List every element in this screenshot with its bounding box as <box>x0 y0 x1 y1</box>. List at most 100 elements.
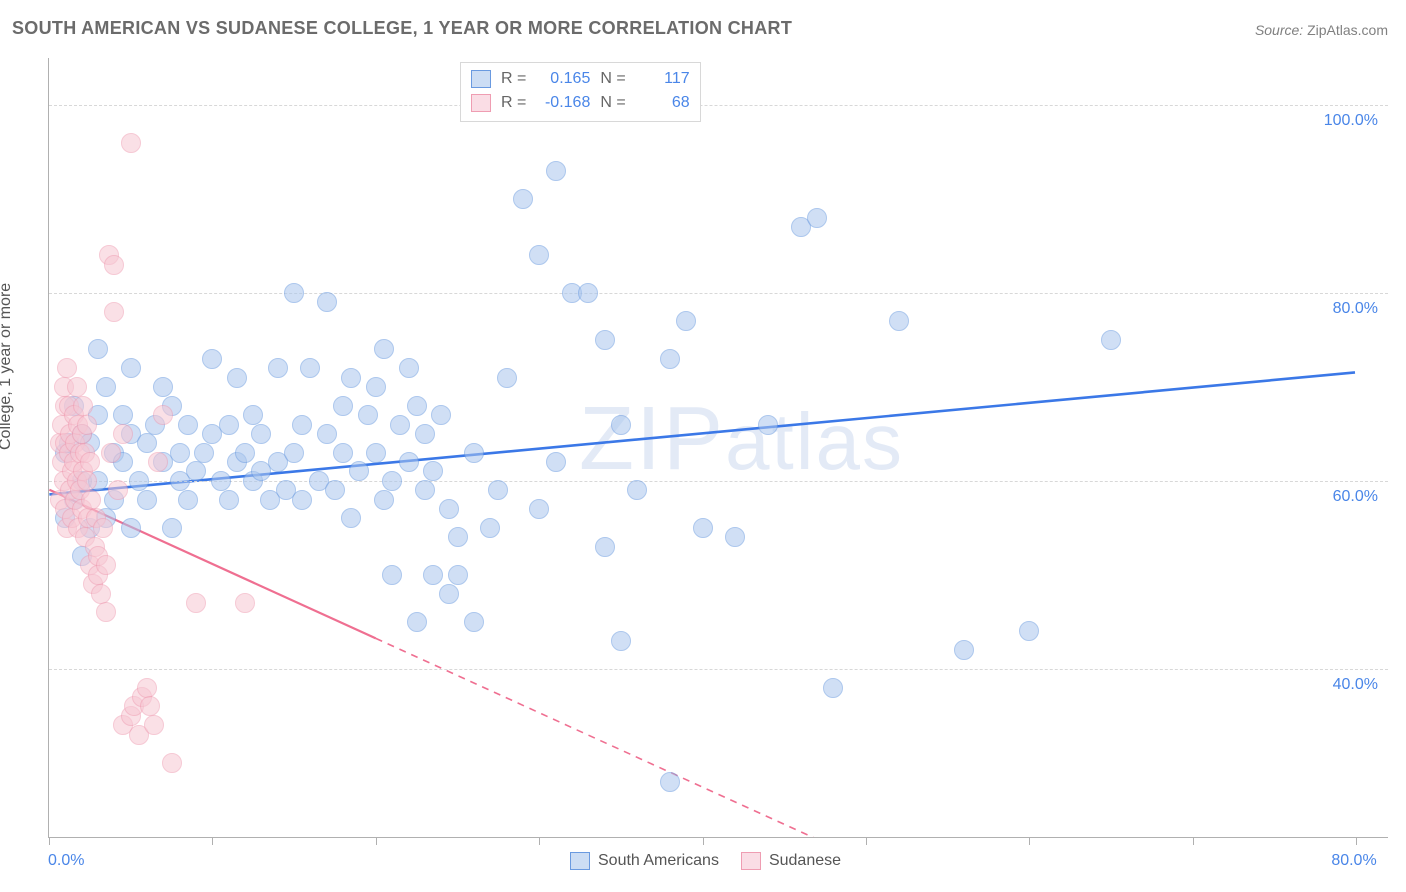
data-point <box>243 405 263 425</box>
x-tick <box>703 837 704 845</box>
data-point <box>529 245 549 265</box>
data-point <box>407 612 427 632</box>
data-point <box>219 415 239 435</box>
data-point <box>693 518 713 538</box>
data-point <box>292 415 312 435</box>
source-name: ZipAtlas.com <box>1307 22 1388 38</box>
chart-title: SOUTH AMERICAN VS SUDANESE COLLEGE, 1 YE… <box>12 18 792 39</box>
data-point <box>137 490 157 510</box>
data-point <box>137 678 157 698</box>
data-point <box>415 480 435 500</box>
data-point <box>448 565 468 585</box>
data-point <box>121 518 141 538</box>
data-point <box>333 443 353 463</box>
data-point <box>96 555 116 575</box>
data-point <box>407 396 427 416</box>
data-point <box>73 396 93 416</box>
data-point <box>101 443 121 463</box>
y-axis-label: College, 1 year or more <box>0 283 15 450</box>
x-tick <box>49 837 50 845</box>
data-point <box>448 527 468 547</box>
data-point <box>660 349 680 369</box>
data-point <box>488 480 508 500</box>
data-point <box>627 480 647 500</box>
data-point <box>464 443 484 463</box>
x-tick <box>1356 837 1357 845</box>
data-point <box>121 358 141 378</box>
data-point <box>300 358 320 378</box>
x-tick <box>376 837 377 845</box>
data-point <box>67 377 87 397</box>
data-point <box>178 415 198 435</box>
data-point <box>113 424 133 444</box>
legend-item: Sudanese <box>741 852 841 870</box>
data-point <box>317 424 337 444</box>
data-point <box>137 433 157 453</box>
data-point <box>202 349 222 369</box>
x-tick <box>212 837 213 845</box>
x-tick <box>539 837 540 845</box>
data-point <box>77 471 97 491</box>
r-label: R = <box>501 70 526 88</box>
r-label: R = <box>501 94 526 112</box>
data-point <box>480 518 500 538</box>
data-point <box>358 405 378 425</box>
n-label: N = <box>600 70 625 88</box>
data-point <box>889 311 909 331</box>
data-point <box>464 612 484 632</box>
data-point <box>399 452 419 472</box>
data-point <box>268 358 288 378</box>
data-point <box>57 358 77 378</box>
data-point <box>162 753 182 773</box>
x-tick-label: 80.0% <box>1331 852 1376 870</box>
n-label: N = <box>600 94 625 112</box>
data-point <box>104 255 124 275</box>
data-point <box>96 602 116 622</box>
data-point <box>823 678 843 698</box>
legend-swatch <box>471 70 491 88</box>
data-point <box>399 358 419 378</box>
legend-label: Sudanese <box>769 852 841 870</box>
data-point <box>374 490 394 510</box>
data-point <box>186 593 206 613</box>
data-point <box>211 471 231 491</box>
data-point <box>382 471 402 491</box>
y-tick-label: 40.0% <box>1333 676 1378 694</box>
series-legend: South Americans Sudanese <box>570 852 841 870</box>
correlation-legend: R =0.165N =117R =-0.168N =68 <box>460 62 701 122</box>
data-point <box>341 368 361 388</box>
data-point <box>660 772 680 792</box>
data-point <box>162 518 182 538</box>
data-point <box>1019 621 1039 641</box>
data-point <box>439 499 459 519</box>
data-point <box>284 283 304 303</box>
data-point <box>77 415 97 435</box>
watermark: ZIPatlas <box>579 388 904 491</box>
data-point <box>807 208 827 228</box>
data-point <box>227 368 247 388</box>
data-point <box>758 415 778 435</box>
data-point <box>88 339 108 359</box>
grid-line <box>49 293 1388 294</box>
legend-row: R =-0.168N =68 <box>471 91 690 115</box>
data-point <box>153 405 173 425</box>
data-point <box>104 302 124 322</box>
data-point <box>611 631 631 651</box>
data-point <box>148 452 168 472</box>
data-point <box>529 499 549 519</box>
legend-row: R =0.165N =117 <box>471 67 690 91</box>
data-point <box>178 490 198 510</box>
data-point <box>284 443 304 463</box>
data-point <box>186 461 206 481</box>
data-point <box>497 368 517 388</box>
data-point <box>439 584 459 604</box>
legend-swatch <box>741 852 761 870</box>
data-point <box>725 527 745 547</box>
data-point <box>374 339 394 359</box>
legend-item: South Americans <box>570 852 719 870</box>
data-point <box>219 490 239 510</box>
data-point <box>153 377 173 397</box>
data-point <box>578 283 598 303</box>
legend-swatch <box>570 852 590 870</box>
grid-line <box>49 669 1388 670</box>
